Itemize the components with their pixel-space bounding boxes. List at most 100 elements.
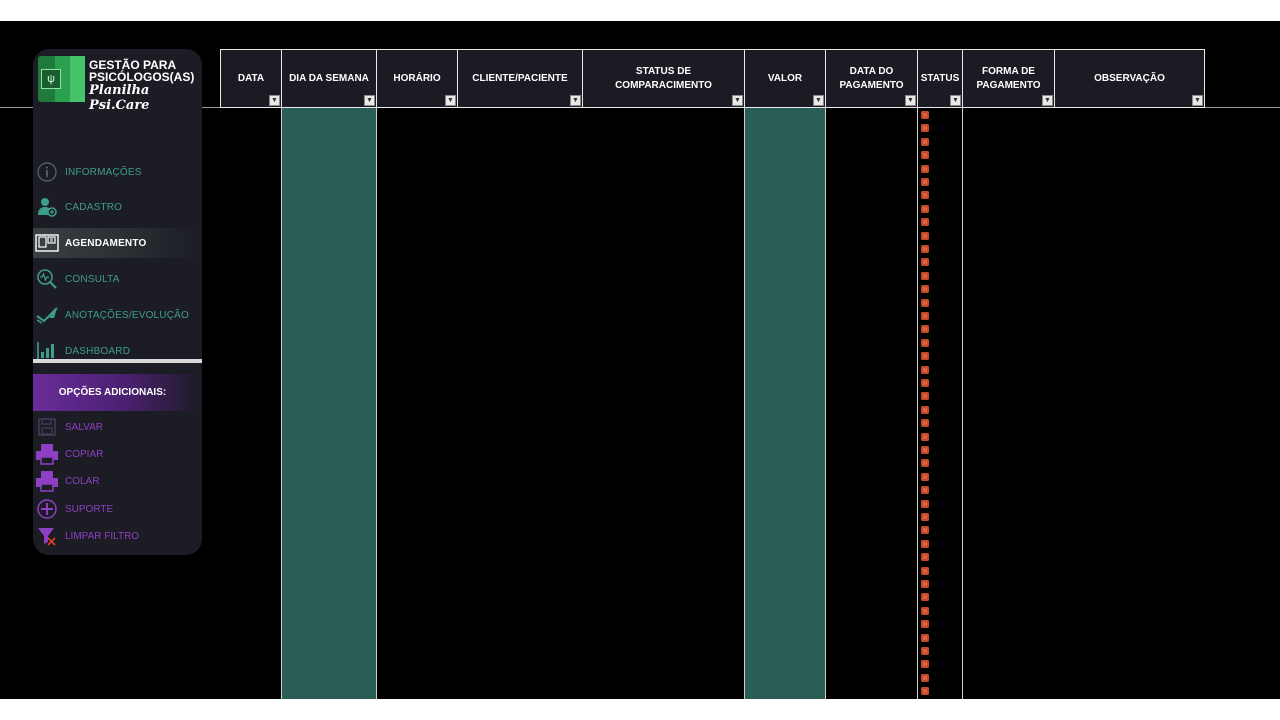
column-header-data[interactable]: DATA ▼: [220, 49, 282, 108]
sidebar-item-label: AGENDAMENTO: [65, 237, 147, 249]
options-header: OPÇÕES ADICIONAIS:: [33, 374, 202, 411]
status-marker: [921, 553, 929, 562]
status-marker: [921, 111, 929, 119]
option-label: COPIAR: [65, 448, 104, 460]
status-marker: [921, 513, 929, 521]
sidebar-panel: ψ GESTÃO PARA PSICÓLOGOS(AS) Planilha Ps…: [33, 49, 202, 555]
status-marker: [921, 419, 929, 428]
option-salvar[interactable]: SALVAR: [33, 415, 202, 439]
status-marker: [921, 245, 929, 253]
column-header-horario[interactable]: HORÁRIO ▼: [376, 49, 458, 108]
save-icon: [35, 416, 59, 438]
search-pulse-icon: [35, 268, 59, 290]
status-marker: [921, 164, 929, 173]
option-copiar[interactable]: COPIAR: [33, 442, 202, 466]
column-header-cliente-paciente[interactable]: CLIENTE/PACIENTE ▼: [457, 49, 583, 108]
column-divider: [962, 108, 963, 699]
filter-dropdown-icon[interactable]: ▼: [950, 95, 961, 106]
option-limpar-filtro[interactable]: LIMPAR FILTRO: [33, 524, 202, 548]
status-marker: [921, 258, 929, 267]
sidebar-divider: [33, 359, 202, 363]
filter-dropdown-icon[interactable]: ▼: [445, 95, 456, 106]
status-marker: [921, 606, 929, 615]
status-marker: [921, 338, 929, 347]
status-marker: [921, 271, 929, 280]
sidebar-item-cadastro[interactable]: CADASTRO: [33, 192, 202, 222]
mind-icon: ψ: [41, 69, 61, 89]
status-marker: [921, 392, 929, 401]
column-header-label: VALOR: [767, 72, 803, 84]
column-header-dia-da-semana[interactable]: DIA DA SEMANA ▼: [281, 49, 377, 108]
status-marker: [921, 526, 929, 535]
status-marker: [921, 633, 929, 642]
filter-dropdown-icon[interactable]: ▼: [732, 95, 743, 106]
status-marker: [921, 673, 929, 682]
option-label: SALVAR: [65, 421, 103, 433]
column-header-label: STATUS DE COMPARACIMENTO: [615, 65, 712, 91]
sidebar-item-label: ANOTAÇÕES/EVOLUÇÃO: [65, 309, 189, 321]
column-header-valor[interactable]: VALOR ▼: [744, 49, 826, 108]
sidebar-item-agendamento[interactable]: AGENDAMENTO: [33, 228, 202, 258]
column-header-status-comparecimento[interactable]: STATUS DE COMPARACIMENTO ▼: [582, 49, 745, 108]
info-icon: [35, 161, 59, 183]
status-marker: [921, 620, 929, 629]
column-header-label: DATA: [237, 72, 265, 84]
printer-icon: [35, 470, 59, 492]
sidebar-item-label: CONSULTA: [65, 273, 120, 285]
status-marker: [921, 204, 929, 213]
status-marker: [921, 687, 929, 696]
option-colar[interactable]: COLAR: [33, 469, 202, 493]
column-header-label: OBSERVAÇÃO: [1094, 72, 1165, 84]
clear-filter-icon: [35, 525, 59, 547]
plus-circle-icon: [35, 498, 59, 520]
column-divider: [825, 108, 826, 699]
column-header-label: HORÁRIO: [393, 72, 441, 84]
column-header-label: DIA DA SEMANA: [289, 72, 369, 84]
filter-dropdown-icon[interactable]: ▼: [1042, 95, 1053, 106]
status-marker: [921, 231, 929, 240]
status-marker: [921, 446, 929, 454]
calendar-book-icon: [35, 232, 59, 254]
option-label: LIMPAR FILTRO: [65, 530, 140, 542]
column-divider: [281, 108, 282, 699]
status-marker: [921, 352, 929, 361]
status-marker: [921, 312, 929, 320]
status-marker: [921, 325, 929, 334]
column-divider: [744, 108, 745, 699]
column-header-data-pagamento[interactable]: DATA DO PAGAMENTO ▼: [825, 49, 918, 108]
status-marker: [921, 151, 929, 160]
column-header-status[interactable]: STATUS ▼: [917, 49, 963, 108]
sidebar-item-informacoes[interactable]: INFORMAÇÕES: [33, 157, 202, 187]
column-header-label: CLIENTE/PACIENTE: [472, 72, 568, 84]
column-header-observacao[interactable]: OBSERVAÇÃO ▼: [1054, 49, 1205, 108]
sidebar-item-anotacoes[interactable]: ANOTAÇÕES/EVOLUÇÃO: [33, 300, 202, 330]
weekday-column-fill: [282, 108, 376, 699]
sidebar-item-label: CADASTRO: [65, 201, 123, 213]
pen-icon: [35, 304, 59, 326]
sidebar-item-consulta[interactable]: CONSULTA: [33, 264, 202, 294]
filter-dropdown-icon[interactable]: ▼: [1192, 95, 1203, 106]
column-header-label: FORMA DE PAGAMENTO: [976, 65, 1041, 91]
column-header-forma-pagamento[interactable]: FORMA DE PAGAMENTO ▼: [962, 49, 1055, 108]
status-marker: [921, 459, 929, 468]
status-marker: [921, 365, 929, 374]
status-marker: [921, 580, 929, 588]
brand-title: GESTÃO PARA PSICÓLOGOS(AS): [89, 58, 195, 84]
status-marker: [921, 660, 929, 669]
filter-dropdown-icon[interactable]: ▼: [364, 95, 375, 106]
column-divider: [376, 108, 377, 699]
option-suporte[interactable]: SUPORTE: [33, 497, 202, 521]
filter-dropdown-icon[interactable]: ▼: [813, 95, 824, 106]
filter-dropdown-icon[interactable]: ▼: [269, 95, 280, 106]
sidebar-item-label: DASHBOARD: [65, 345, 131, 357]
column-header-label: DATA DO PAGAMENTO: [839, 65, 904, 91]
filter-dropdown-icon[interactable]: ▼: [905, 95, 916, 106]
status-marker: [921, 647, 929, 655]
status-marker: [921, 539, 929, 548]
status-markers-column: [920, 108, 932, 699]
brand-subtitle: Planilha Psi.Care: [89, 83, 150, 113]
status-marker: [921, 432, 929, 441]
status-marker: [921, 472, 929, 481]
filter-dropdown-icon[interactable]: ▼: [570, 95, 581, 106]
column-divider: [917, 108, 918, 699]
